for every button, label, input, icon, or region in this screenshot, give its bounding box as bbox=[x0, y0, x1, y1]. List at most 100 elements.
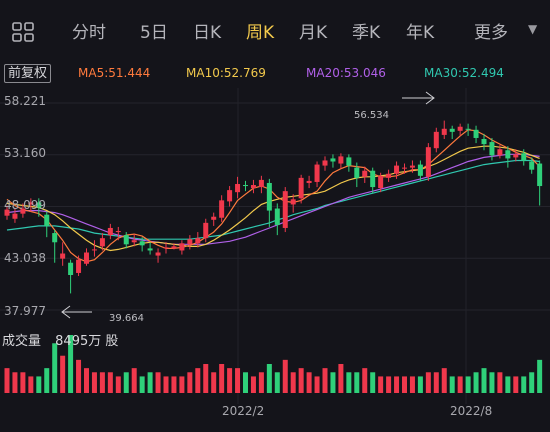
grid-icon[interactable] bbox=[12, 22, 34, 42]
volume-bar bbox=[28, 376, 34, 393]
volume-bar bbox=[107, 372, 113, 393]
candle-body bbox=[123, 235, 129, 245]
price-axis-label-2: 53.160 bbox=[4, 146, 46, 160]
volume-bar bbox=[417, 376, 423, 393]
candle-body bbox=[44, 214, 50, 226]
candle-body bbox=[115, 231, 121, 233]
volume-bar bbox=[52, 343, 58, 393]
volume-bar bbox=[84, 368, 89, 393]
volume-bar bbox=[68, 335, 74, 393]
volume-bar bbox=[330, 372, 336, 393]
tab-fenshi[interactable]: 分时 bbox=[72, 23, 106, 43]
candle-body bbox=[433, 131, 439, 149]
candle-body bbox=[394, 165, 400, 174]
candle-body bbox=[346, 157, 352, 166]
volume-bar bbox=[489, 372, 495, 393]
candle-body bbox=[529, 161, 535, 170]
candle-body bbox=[219, 200, 225, 218]
candle-body bbox=[211, 216, 217, 220]
candle-body bbox=[441, 128, 447, 135]
volume-bar bbox=[322, 368, 328, 393]
candle-body bbox=[497, 149, 503, 156]
volume-bar bbox=[314, 376, 320, 393]
ma30-value: MA30:52.494 bbox=[424, 66, 504, 80]
volume-bar bbox=[147, 372, 153, 393]
volume-bar bbox=[473, 372, 479, 393]
volume-bar bbox=[346, 372, 352, 393]
candle-body bbox=[481, 139, 487, 145]
candle-body bbox=[409, 165, 415, 168]
adjust-button[interactable]: 前复权 bbox=[4, 64, 52, 83]
candlestick-chart[interactable] bbox=[0, 88, 550, 404]
candle-body bbox=[537, 163, 543, 187]
volume-bar bbox=[36, 376, 42, 393]
candle-body bbox=[322, 160, 328, 166]
candle-body bbox=[36, 202, 42, 208]
candle-body bbox=[306, 180, 312, 183]
volume-bar bbox=[394, 376, 400, 393]
volume-bar bbox=[115, 376, 121, 393]
volume-bar bbox=[481, 368, 487, 393]
ma20-value: MA20:53.046 bbox=[306, 66, 386, 80]
volume-bar bbox=[306, 372, 312, 393]
candle-body bbox=[84, 252, 89, 264]
candle-body bbox=[425, 147, 431, 177]
volume-bar bbox=[211, 372, 217, 393]
candle-body bbox=[282, 191, 288, 228]
volume-bar bbox=[227, 368, 233, 393]
candle-body bbox=[187, 239, 193, 245]
candle-body bbox=[362, 170, 368, 177]
tab-more[interactable]: 更多 bbox=[474, 23, 508, 43]
candle-body bbox=[330, 158, 336, 162]
volume-bar bbox=[60, 355, 66, 393]
candle-body bbox=[131, 240, 137, 243]
tab-monthly-k[interactable]: 月K bbox=[299, 23, 328, 43]
candle-body bbox=[76, 259, 82, 273]
volume-bar bbox=[20, 372, 26, 393]
candle-body bbox=[99, 238, 105, 247]
volume-bar bbox=[131, 368, 137, 393]
candle-body bbox=[505, 150, 511, 159]
candle-body bbox=[227, 190, 233, 202]
volume-bar bbox=[195, 368, 201, 393]
ma10-value: MA10:52.769 bbox=[186, 66, 266, 80]
volume-bar bbox=[457, 376, 463, 393]
volume-bar bbox=[235, 368, 241, 393]
volume-bar bbox=[521, 376, 527, 393]
volume-bar bbox=[4, 368, 10, 393]
date-label-1: 2022/2 bbox=[222, 404, 265, 418]
volume-bar bbox=[250, 376, 256, 393]
volume-bar bbox=[139, 376, 145, 393]
volume-bar bbox=[505, 376, 511, 393]
volume-bar bbox=[465, 376, 471, 393]
caret-down-icon[interactable]: ▼ bbox=[528, 22, 538, 36]
candle-body bbox=[250, 185, 256, 189]
tab-weekly-k[interactable]: 周K bbox=[246, 23, 275, 43]
high-annotation: 56.534 bbox=[354, 110, 389, 121]
candle-body bbox=[12, 213, 18, 219]
tab-5day[interactable]: 5日 bbox=[140, 23, 168, 43]
volume-bar bbox=[513, 376, 519, 393]
volume-bar bbox=[338, 364, 344, 393]
period-tabs: 分时 5日 日K 周K 月K 季K 年K 更多 ▼ bbox=[0, 0, 550, 58]
ma5-line bbox=[6, 129, 541, 263]
volume-bar bbox=[402, 376, 407, 393]
volume-bar bbox=[441, 368, 447, 393]
volume-bar bbox=[44, 368, 50, 393]
candle-body bbox=[489, 142, 495, 156]
volume-bar bbox=[362, 368, 368, 393]
candle-body bbox=[20, 208, 26, 214]
candle-body bbox=[235, 183, 241, 193]
tab-daily-k[interactable]: 日K bbox=[193, 23, 222, 43]
volume-bar bbox=[179, 376, 185, 393]
volume-bar bbox=[425, 372, 431, 393]
price-axis-label-4: 43.038 bbox=[4, 251, 46, 265]
candle-body bbox=[266, 182, 272, 211]
volume-title: 成交量 bbox=[2, 334, 42, 349]
tab-yearly-k[interactable]: 年K bbox=[406, 23, 435, 43]
volume-bar bbox=[171, 376, 177, 393]
tab-quarterly-k[interactable]: 季K bbox=[352, 23, 381, 43]
candle-body bbox=[513, 154, 519, 158]
volume-bar bbox=[123, 372, 129, 393]
candle-body bbox=[314, 164, 320, 182]
